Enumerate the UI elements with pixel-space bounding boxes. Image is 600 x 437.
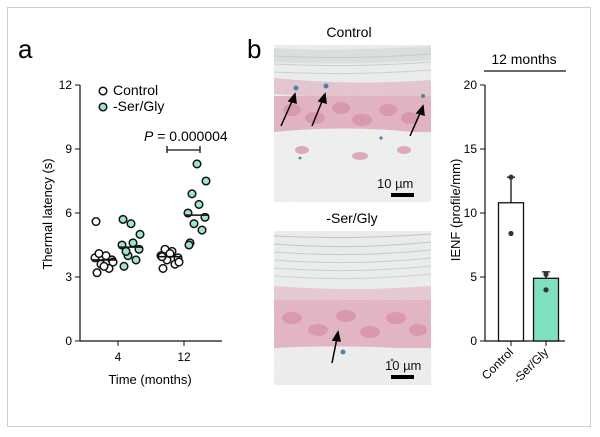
panel-a-letter: a [18,34,33,64]
ser-gly-data-point [121,246,131,256]
bar-data-point [543,287,549,293]
p-value: = 0.000004 [153,128,228,144]
ser-gly-scale-bar-label: 10 µm [385,358,421,373]
control-micrograph-title: Control [326,24,371,40]
ser-gly-data-point [135,229,145,239]
bar-data-point [543,271,549,278]
ser-gly-data-point [126,219,136,229]
watermark-text: 知乎 @优宁维生物 [478,402,578,417]
ienf-y-tick-label: 15 [464,142,478,156]
ienf-chart-title: 12 months [491,51,556,67]
ienf-bar-chart: IENF (profile/mm) 12 months 05101520Cont… [448,51,566,386]
y-tick-label: 0 [65,334,72,348]
ser-gly-micrograph: 10 µm [273,231,432,385]
legend-control-label: Control [113,82,158,98]
ienf-y-tick-label: 10 [464,206,478,220]
ser-gly-data-point [197,225,207,235]
control-data-point [174,257,184,267]
y-tick-label: 3 [65,270,72,284]
p-label: P [144,128,154,144]
ienf-x-tick-label: -Ser/Gly [510,345,551,386]
control-micrograph: 10 µm [273,45,432,202]
bar-data-point [508,174,514,180]
thermal-latency-chart: Thermal latency (s) Time (months) Contro… [40,78,228,387]
y-tick-label: 9 [65,142,72,156]
control-data-point [92,268,102,278]
ser-gly-data-point [194,199,204,210]
ser-gly-data-point [201,176,211,186]
ser-gly-data-point [131,255,141,265]
ser-gly-data-point [119,261,129,271]
control-data-point [158,263,168,274]
ser-gly-data-point [128,238,138,248]
significance-bracket [166,146,201,153]
ienf-y-tick-label: 5 [470,270,477,284]
x-tick-label: 12 [177,350,191,364]
ienf-y-tick-label: 0 [470,334,477,348]
y-tick-label: 12 [59,78,73,92]
control-scale-bar-label: 10 µm [377,176,413,191]
ser-gly-data-point [192,159,202,169]
control-data-point [94,248,104,259]
ser-gly-data-point [184,240,194,250]
ser-gly-data-point [189,219,199,229]
ienf-y-axis-title: IENF (profile/mm) [448,159,463,262]
ser-gly-data-point [187,189,197,199]
ser-gly-data-point [118,214,128,224]
bar-data-point [508,230,514,237]
ser-gly-micrograph-title: -Ser/Gly [326,210,377,226]
control-data-point [91,216,101,227]
legend-control-marker [98,86,108,96]
legend-ser-gly-label: -Ser/Gly [113,98,164,114]
thermal-latency-y-axis-title: Thermal latency (s) [40,158,55,269]
y-tick-label: 6 [65,206,72,220]
control-data-point [99,261,109,271]
panel-b-letter: b [247,34,261,64]
ienf-y-tick-label: 20 [464,78,478,92]
p-value-annotation: P = 0.000004 [144,128,228,144]
control-bar [497,202,525,342]
thermal-latency-x-axis-title: Time (months) [108,372,191,387]
x-tick-label: 4 [115,350,122,364]
legend-ser-gly-marker [98,102,108,112]
